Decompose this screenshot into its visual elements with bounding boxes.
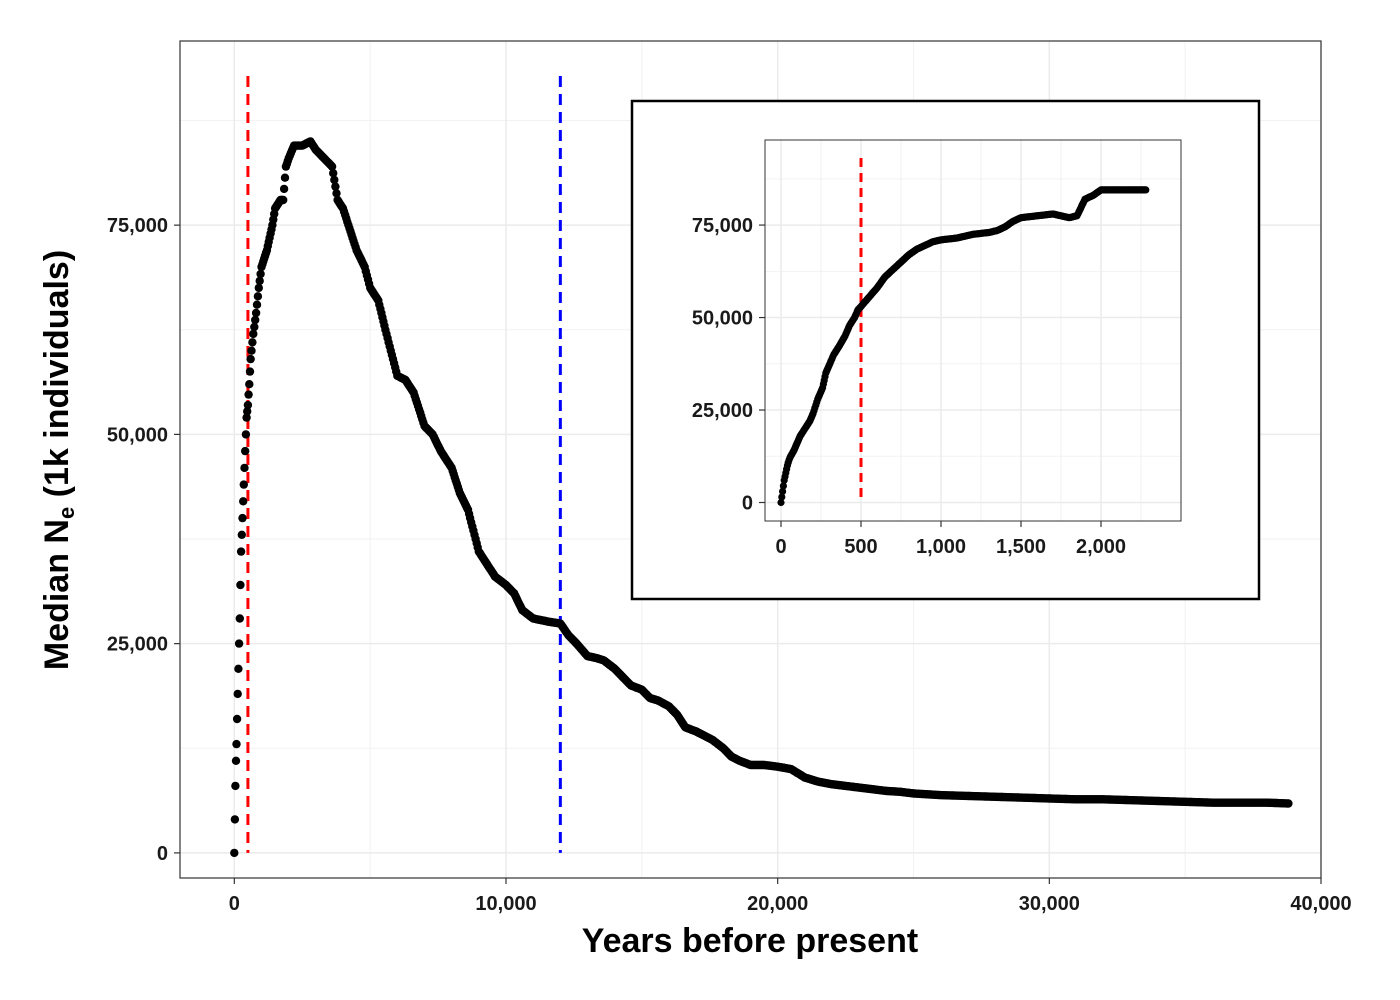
main-data-point: [248, 338, 257, 347]
main-x-tick-label: 0: [229, 893, 240, 915]
main-data-point: [251, 308, 261, 318]
main-data-point: [253, 292, 263, 301]
inset-x-tick-label: 1,000: [916, 536, 966, 558]
main-data-point: [232, 739, 241, 749]
main-data-point: [254, 283, 263, 293]
inset-panel-background: [765, 140, 1181, 521]
y-axis-title-rest: (1k individuals): [38, 250, 76, 507]
inset-data-points: [777, 186, 1150, 507]
inset-data-point: [777, 498, 785, 507]
main-data-point: [280, 173, 290, 182]
y-axis-title: Median Ne (1k individuals): [38, 250, 79, 670]
main-data-point: [250, 322, 259, 332]
main-data-point: [256, 269, 265, 279]
main-data-point: [329, 169, 338, 178]
main-data-point: [240, 463, 249, 473]
main-data-point: [231, 756, 241, 765]
inset-y-tick-label: 0: [742, 493, 753, 515]
inset-y-tick-label: 75,000: [692, 215, 753, 237]
main-data-point: [230, 815, 240, 824]
main-data-point: [234, 664, 243, 673]
main-x-tick-label: 10,000: [475, 893, 536, 915]
inset-data-point: [778, 493, 786, 501]
main-data-point: [252, 300, 262, 309]
inset-y-tick-label: 50,000: [692, 308, 753, 330]
main-data-point: [246, 354, 255, 364]
inset-y-axis-ticks: 0 25,000 50,000 75,000: [692, 215, 765, 515]
main-x-axis-ticks: 0 10,000 20,000 30,000 40,000: [229, 878, 1352, 915]
main-data-point: [249, 329, 258, 339]
main-y-tick-label: 75,000: [107, 215, 168, 237]
main-data-point: [233, 689, 242, 699]
inset-panel-border: [764, 139, 1182, 522]
main-data-point: [255, 276, 264, 286]
x-axis-title: Years before present: [582, 922, 918, 960]
main-x-tick-label: 40,000: [1290, 893, 1351, 915]
main-data-point: [247, 346, 256, 355]
main-data-point: [236, 580, 245, 590]
inset-x-tick-label: 500: [844, 536, 877, 558]
main-y-tick-label: 50,000: [107, 424, 168, 446]
main-data-point: [234, 639, 244, 648]
inset-gridlines: [765, 140, 1181, 521]
main-data-point: [241, 430, 251, 439]
main-data-point: [327, 162, 337, 171]
main-reference-lines: [246, 76, 562, 853]
inset-y-tick-label: 25,000: [692, 400, 753, 422]
inset-data-point: [779, 482, 788, 490]
inset-data-point: [779, 487, 787, 495]
main-data-point: [245, 367, 255, 376]
main-data-point: [331, 182, 340, 191]
main-data-points: [230, 137, 1293, 858]
inset-plot: 0 500 1,000 1,500 2,000 0 25,000 50,000 75,000: [630, 99, 1261, 601]
y-axis-title-subscript: e: [54, 507, 79, 519]
main-y-axis-ticks: 0 25,000 50,000 75,000: [107, 215, 180, 865]
inset-x-tick-label: 1,500: [996, 536, 1046, 558]
main-data-point: [279, 184, 289, 194]
main-data-point: [1284, 799, 1293, 808]
main-data-point: [242, 413, 251, 422]
main-y-tick-label: 0: [157, 843, 168, 865]
main-data-point: [236, 547, 246, 556]
main-x-tick-label: 20,000: [747, 893, 808, 915]
main-data-point: [332, 189, 341, 198]
inset-x-tick-label: 2,000: [1076, 536, 1126, 558]
main-data-point: [244, 390, 253, 399]
main-data-point: [237, 530, 246, 539]
main-data-point: [243, 400, 253, 410]
main-data-point: [239, 480, 248, 489]
main-x-tick-label: 30,000: [1019, 893, 1080, 915]
main-data-point: [238, 513, 247, 523]
inset-x-tick-label: 0: [775, 536, 786, 558]
main-data-point: [243, 407, 252, 416]
main-data-point: [279, 195, 288, 205]
main-data-point: [232, 714, 242, 724]
main-data-point: [231, 781, 240, 791]
main-data-point: [239, 497, 248, 506]
main-data-point: [235, 614, 244, 623]
main-panel-border: [179, 40, 1322, 879]
inset-data-point: [1142, 186, 1150, 194]
main-data-point: [230, 848, 239, 858]
y-axis-title-main: Median N: [38, 519, 76, 670]
main-data-point: [251, 315, 260, 325]
main-y-tick-label: 25,000: [107, 634, 168, 656]
main-data-point: [330, 175, 339, 185]
inset-x-axis-ticks: 0 500 1,000 1,500 2,000: [775, 521, 1126, 558]
main-data-point: [241, 446, 250, 456]
main-data-point: [245, 380, 254, 389]
